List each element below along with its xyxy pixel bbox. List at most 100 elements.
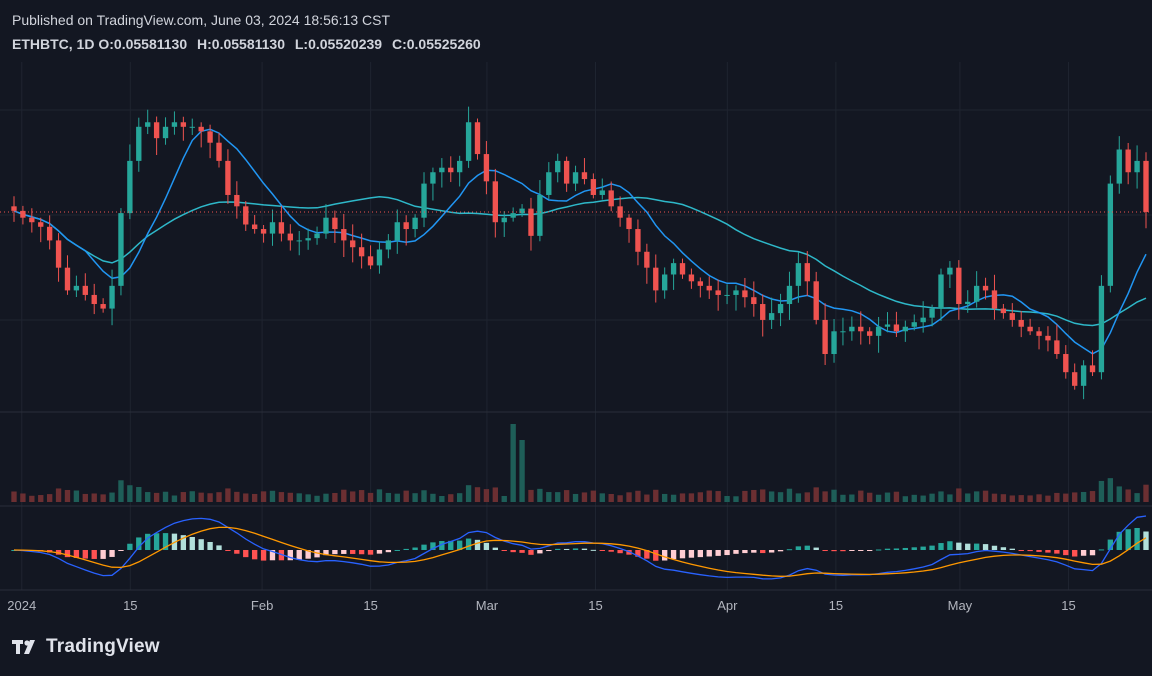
macd-histogram-bar — [670, 550, 677, 560]
volume-bar — [1107, 478, 1114, 502]
ohlc-open-key: O: — [98, 36, 114, 52]
macd-histogram-bar — [519, 550, 525, 553]
ohlc-close-value: 0.05525260 — [406, 36, 481, 52]
macd-histogram-bar — [733, 550, 739, 554]
macd-histogram-bar — [546, 550, 552, 552]
volume-bar — [635, 490, 641, 502]
volume-bar — [492, 487, 498, 502]
candle — [546, 162, 552, 200]
macd-histogram-bar — [350, 550, 356, 554]
volume-bar — [376, 489, 383, 502]
macd-histogram-bar — [679, 550, 686, 559]
candle — [287, 224, 293, 251]
volume-bar — [296, 493, 302, 502]
volume-bar — [858, 490, 864, 502]
macd-histogram-bar — [1009, 548, 1015, 550]
candle — [323, 204, 329, 239]
candle — [1143, 152, 1149, 229]
volume-bar — [893, 491, 900, 502]
volume-bar — [394, 493, 400, 502]
candle — [947, 261, 953, 288]
candle — [394, 209, 400, 254]
macd-histogram-bar — [1107, 539, 1114, 550]
macd-histogram-bar — [100, 550, 106, 559]
macd-histogram-bar — [537, 550, 543, 554]
macd-histogram-bar — [162, 533, 169, 550]
macd-histogram-bar — [688, 550, 695, 558]
candle — [305, 228, 311, 250]
macd-histogram-bar — [1036, 550, 1042, 552]
volume-bar — [64, 489, 71, 502]
candle — [973, 271, 980, 308]
volume-bar — [929, 493, 935, 502]
volume-bar — [225, 488, 231, 502]
candle — [1125, 142, 1131, 185]
macd-histogram-bar — [64, 550, 71, 558]
volume-bar — [358, 490, 365, 502]
candle — [644, 243, 650, 284]
candle — [243, 201, 249, 231]
candle — [1098, 275, 1105, 380]
candle — [867, 327, 873, 345]
macd-histogram-bar — [581, 548, 588, 550]
volume-bar — [448, 494, 454, 502]
candle — [1045, 326, 1051, 352]
volume-bar — [207, 493, 213, 502]
time-axis-label: Apr — [717, 598, 738, 613]
macd-histogram-bar — [867, 550, 873, 551]
volume-bar — [822, 491, 828, 502]
macd-histogram-bar — [456, 540, 463, 550]
volume-pane — [11, 424, 1149, 502]
candle — [216, 132, 222, 168]
candle — [1089, 350, 1096, 376]
macd-histogram-bar — [724, 550, 730, 556]
macd-histogram-bar — [590, 549, 597, 551]
macd-histogram-bar — [501, 550, 507, 551]
macd-histogram-bar — [768, 550, 775, 553]
candle — [171, 111, 178, 135]
volume-bar — [956, 488, 962, 502]
candle — [439, 158, 445, 188]
volume-bar — [216, 492, 222, 502]
candle — [11, 196, 17, 222]
candle — [1018, 311, 1024, 338]
volume-bar — [118, 480, 124, 502]
macd-histogram-bar — [742, 550, 748, 554]
macd-histogram-bar — [982, 544, 989, 550]
macd-histogram-bar — [662, 550, 668, 561]
volume-bar — [644, 494, 650, 502]
candle — [109, 269, 115, 326]
volume-bar — [760, 489, 766, 502]
ohlc-low-key: L: — [294, 36, 309, 52]
candle — [965, 290, 971, 313]
volume-bar — [82, 493, 88, 502]
candle — [234, 181, 240, 219]
volume-bar — [706, 490, 712, 502]
candle — [350, 224, 356, 263]
candle — [421, 172, 427, 228]
volume-bar — [91, 493, 97, 502]
macd-histogram-bar — [287, 550, 293, 561]
macd-histogram-bar — [234, 550, 240, 554]
macd-histogram-bar — [1000, 547, 1007, 550]
macd-histogram-bar — [403, 548, 409, 550]
candle — [358, 233, 365, 269]
candle — [1054, 324, 1060, 359]
macd-histogram-bar — [260, 550, 267, 561]
candle — [465, 106, 472, 168]
candle — [332, 210, 338, 243]
macd-histogram-bar — [394, 549, 400, 551]
tradingview-logo[interactable]: TradingView — [12, 636, 160, 658]
candle — [982, 277, 989, 300]
macd-histogram-bar — [653, 550, 659, 561]
macd-histogram-bar — [858, 550, 864, 551]
macd-histogram-bar — [430, 542, 436, 550]
candle — [858, 311, 864, 345]
macd-histogram-bar — [563, 548, 570, 550]
volume-bar — [867, 492, 873, 502]
candle — [225, 149, 231, 204]
volume-bar — [572, 493, 579, 502]
volume-bar — [1009, 495, 1015, 502]
candle — [635, 219, 641, 266]
macd-histogram-bar — [198, 539, 204, 550]
